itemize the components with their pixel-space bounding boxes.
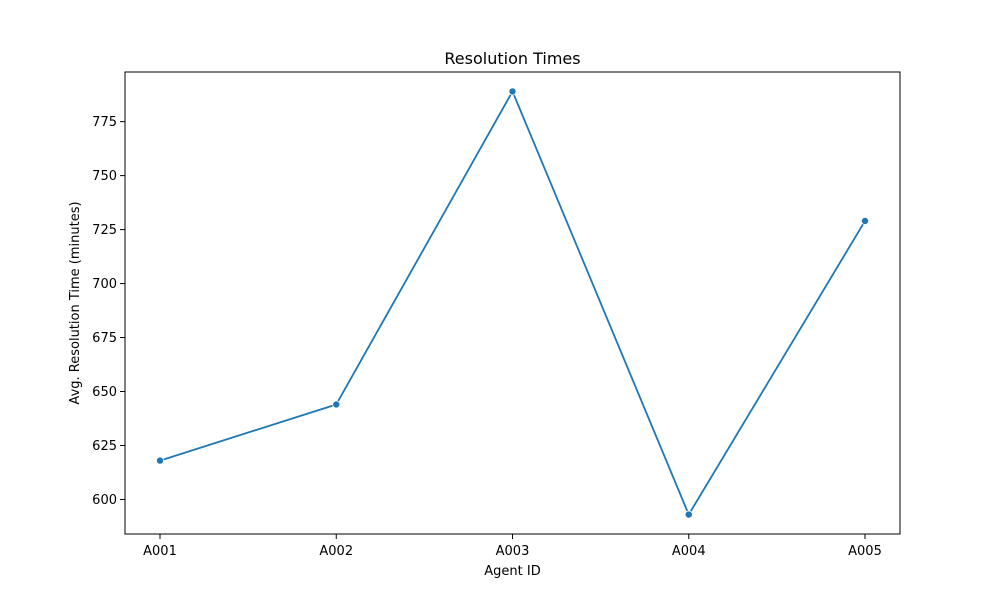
series-line (159, 90, 866, 516)
y-tick-label: 600 (92, 493, 117, 508)
series-group (155, 87, 870, 519)
data-point (155, 456, 164, 465)
data-point (684, 510, 693, 519)
x-tick-label: A003 (496, 544, 530, 559)
y-tick-label: 700 (92, 277, 117, 292)
y-axis-ticks: 600 625 650 675 700 725 750 775 (92, 115, 125, 508)
x-tick-label: A001 (143, 544, 177, 559)
data-point (508, 87, 517, 96)
x-axis-label: Agent ID (484, 564, 540, 579)
data-point (861, 216, 870, 225)
y-tick-label: 675 (92, 331, 117, 346)
x-tick-label: A005 (848, 544, 882, 559)
y-tick-label: 725 (92, 223, 117, 238)
chart-title: Resolution Times (444, 49, 580, 68)
y-tick-label: 625 (92, 439, 117, 454)
x-tick-label: A004 (672, 544, 706, 559)
y-axis-label: Avg. Resolution Time (minutes) (68, 201, 83, 404)
y-tick-label: 750 (92, 169, 117, 184)
y-tick-label: 650 (92, 385, 117, 400)
y-tick-label: 775 (92, 115, 117, 130)
x-axis-ticks: A001 A002 A003 A004 A005 (143, 534, 882, 559)
plot-frame (124, 71, 901, 535)
data-point (332, 400, 341, 409)
x-tick-label: A002 (319, 544, 353, 559)
